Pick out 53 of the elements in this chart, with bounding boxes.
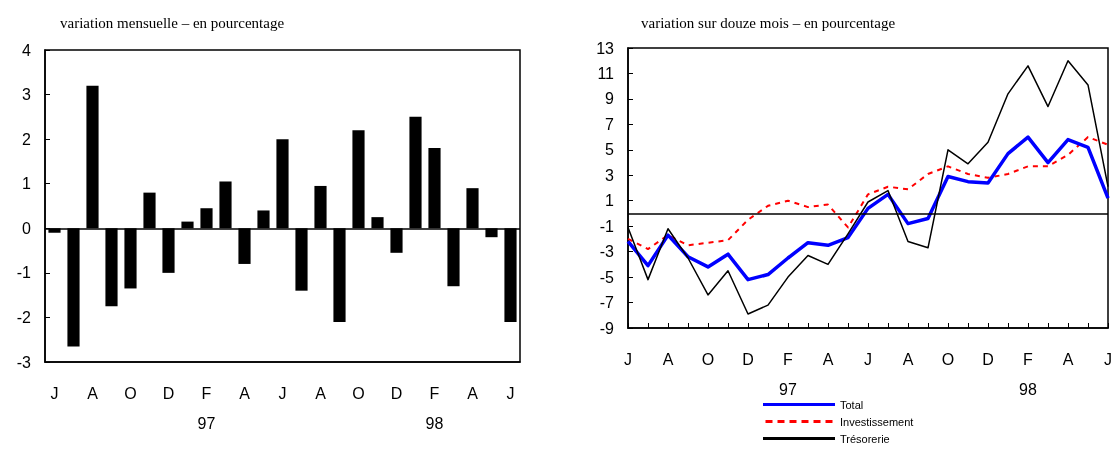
y-tick-label: -1 <box>599 217 615 235</box>
y-tick-label: 4 <box>22 41 32 59</box>
y-tick-label: 7 <box>605 115 615 133</box>
y-tick-label: 0 <box>22 219 32 237</box>
x-tick-label: A <box>315 384 327 402</box>
x-tick-label: O <box>352 384 365 402</box>
y-tick-label: 5 <box>605 141 615 159</box>
y-tick-label: 3 <box>22 86 32 104</box>
y-tick-label: -5 <box>599 268 615 286</box>
x-tick-label: F 98 <box>1019 350 1037 398</box>
y-tick-label: 11 <box>597 64 615 82</box>
x-tick-label: A <box>467 384 479 402</box>
x-tick-label: O <box>124 384 137 402</box>
y-tick-label: 1 <box>22 175 32 193</box>
x-tick-label: J <box>1104 350 1112 368</box>
x-tick-label: F 97 <box>197 384 216 432</box>
y-tick-label: -7 <box>599 294 615 312</box>
y-tick-label: -3 <box>16 353 32 371</box>
y-tick-label: -3 <box>599 243 615 261</box>
x-tick-label: J <box>864 350 872 368</box>
y-tick-label: 13 <box>596 39 615 57</box>
x-tick-label: D <box>162 384 175 402</box>
legend-label: Total <box>840 398 864 411</box>
y-tick-label: -2 <box>16 308 32 326</box>
x-tick-label: J <box>506 384 515 402</box>
x-tick-label: J <box>624 350 632 368</box>
x-tick-label: F 97 <box>779 350 797 398</box>
x-tick-label: A <box>902 350 914 368</box>
x-tick-label: A <box>662 350 674 368</box>
x-tick-label: A <box>87 384 99 402</box>
x-tick-label: A <box>239 384 251 402</box>
x-tick-label: D <box>982 350 994 368</box>
y-tick-label: 9 <box>605 90 615 108</box>
x-tick-label: A <box>1062 350 1074 368</box>
legend-label: Investissement <box>840 415 914 428</box>
y-tick-label: 2 <box>22 130 32 148</box>
x-tick-label: D <box>742 350 754 368</box>
x-tick-label: D <box>390 384 403 402</box>
y-tick-label: 3 <box>605 166 615 184</box>
x-tick-label: J <box>278 384 287 402</box>
y-tick-label: -1 <box>16 264 32 282</box>
chart-title: variation mensuelle – en pourcentage <box>60 14 285 31</box>
y-tick-label: 1 <box>605 192 615 210</box>
x-tick-label: A <box>822 350 834 368</box>
x-tick-label: F 98 <box>425 384 444 432</box>
chart-title: variation sur douze mois – en pourcentage <box>641 14 896 31</box>
x-tick-label: O <box>941 350 955 368</box>
line-series <box>627 136 1109 251</box>
legend-label: Trésorerie <box>840 432 890 445</box>
y-tick-label: -9 <box>599 319 615 337</box>
x-tick-label: O <box>701 350 715 368</box>
x-tick-label: J <box>50 384 59 402</box>
line-series <box>626 135 1110 282</box>
